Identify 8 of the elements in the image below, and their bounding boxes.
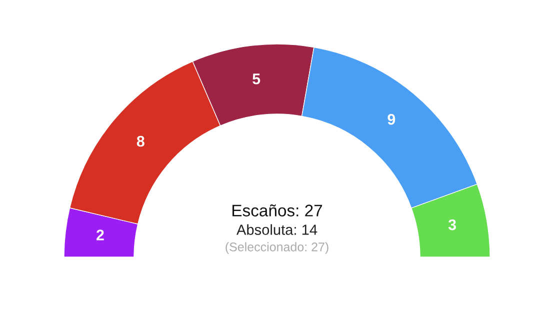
data-label: 8 [136,136,144,147]
text: Escaños: 27 [232,204,322,216]
text: Absoluta: 14 [236,224,318,235]
data-label: 5 [252,74,260,84]
data-label: 9 [388,114,396,125]
data-label: 3 [448,219,456,230]
data-label: 2 [96,230,104,240]
text: (Seleccionado: 27) [226,242,328,254]
